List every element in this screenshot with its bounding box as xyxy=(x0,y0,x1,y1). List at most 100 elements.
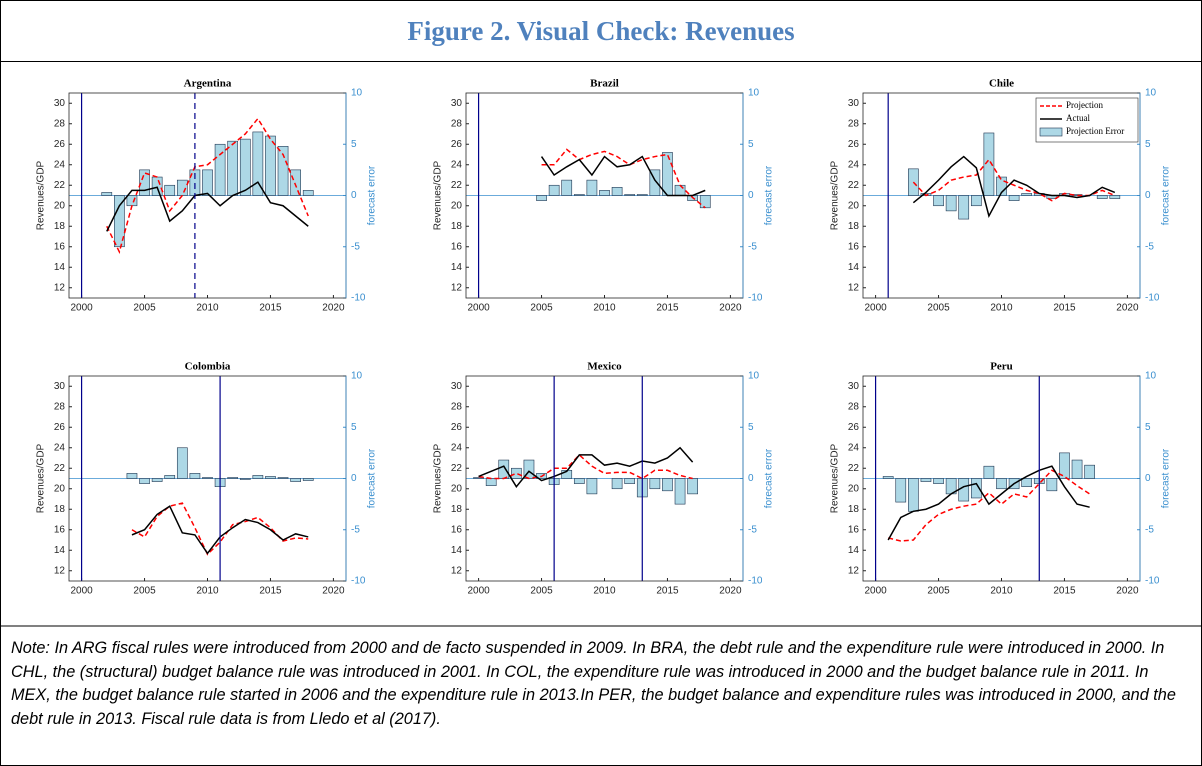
error-bar xyxy=(139,478,150,484)
y2-tick-label: 10 xyxy=(748,88,760,99)
error-bar xyxy=(599,190,610,196)
y-tick-label: 28 xyxy=(451,118,463,129)
y-tick-label: 26 xyxy=(451,422,463,433)
y-tick-label: 22 xyxy=(848,180,860,191)
y2-tick-label: 5 xyxy=(1145,422,1151,433)
y2-tick-label: -5 xyxy=(748,241,757,252)
y2-axis-label: forecast error xyxy=(367,448,378,508)
y2-tick-label: 5 xyxy=(1145,139,1151,150)
figure-title: Figure 2. Visual Check: Revenues xyxy=(1,1,1201,62)
y-tick-label: 14 xyxy=(451,262,463,273)
y-axis-label: Revenues/GDP xyxy=(830,443,841,513)
error-bar xyxy=(674,478,686,505)
y-tick-label: 26 xyxy=(848,422,860,433)
y-tick-label: 26 xyxy=(54,139,66,150)
error-bar xyxy=(202,477,213,479)
error-bar xyxy=(674,184,686,196)
panel-title: Mexico xyxy=(587,361,622,373)
error-bar xyxy=(611,187,623,196)
legend-label: Projection xyxy=(1066,100,1103,110)
y2-tick-label: 0 xyxy=(748,473,754,484)
x-tick-label: 2005 xyxy=(927,586,950,597)
actual-line xyxy=(540,155,706,197)
y2-axis-label: forecast error xyxy=(764,448,775,508)
error-bar xyxy=(573,194,585,196)
x-tick-label: 2020 xyxy=(1116,586,1139,597)
x-tick-label: 2015 xyxy=(259,303,282,314)
error-bar xyxy=(933,195,944,207)
error-bar xyxy=(151,176,163,196)
y-tick-label: 24 xyxy=(54,442,66,453)
error-bar xyxy=(1021,193,1033,196)
error-bar xyxy=(1084,464,1095,479)
x-tick-label: 2000 xyxy=(467,586,490,597)
error-bar xyxy=(126,473,138,479)
x-tick-label: 2015 xyxy=(259,586,282,597)
y-tick-label: 14 xyxy=(451,545,463,556)
panel-title: Colombia xyxy=(185,361,231,373)
x-tick-label: 2000 xyxy=(467,303,490,314)
y2-axis-label: forecast error xyxy=(764,165,775,225)
error-bar xyxy=(586,179,598,196)
x-tick-label: 2010 xyxy=(196,586,219,597)
error-bar xyxy=(882,476,894,479)
y-tick-label: 18 xyxy=(848,221,860,232)
y-tick-label: 28 xyxy=(451,401,463,412)
y-tick-label: 24 xyxy=(848,442,860,453)
error-bar xyxy=(239,478,251,480)
y-tick-label: 30 xyxy=(54,381,66,392)
error-bar xyxy=(239,138,251,196)
y-tick-label: 26 xyxy=(848,139,860,150)
error-bar xyxy=(958,195,970,220)
y-tick-label: 24 xyxy=(451,159,463,170)
y-tick-label: 18 xyxy=(54,221,66,232)
error-bar xyxy=(662,478,673,492)
x-tick-label: 2005 xyxy=(530,586,553,597)
y-tick-label: 12 xyxy=(54,565,66,576)
error-bar xyxy=(573,478,585,484)
y-tick-label: 16 xyxy=(848,524,860,535)
y2-tick-label: 5 xyxy=(748,139,754,150)
error-bar xyxy=(687,478,698,495)
x-tick-label: 2015 xyxy=(1053,586,1076,597)
x-tick-label: 2020 xyxy=(322,586,345,597)
y2-axis-label: forecast error xyxy=(1161,165,1172,225)
y2-tick-label: 0 xyxy=(351,473,357,484)
panel-title: Brazil xyxy=(590,78,619,90)
y2-tick-label: 0 xyxy=(1145,190,1151,201)
error-bar xyxy=(933,478,944,484)
y-tick-label: 28 xyxy=(54,401,66,412)
y2-tick-label: -5 xyxy=(351,524,360,535)
y2-tick-label: -10 xyxy=(748,293,763,304)
error-bar xyxy=(1059,452,1070,479)
error-bar xyxy=(611,478,623,490)
y2-tick-label: 0 xyxy=(1145,473,1151,484)
y2-tick-label: -5 xyxy=(748,524,757,535)
y2-tick-label: -10 xyxy=(748,576,763,587)
y2-tick-label: -5 xyxy=(351,241,360,252)
error-bar xyxy=(536,195,547,201)
x-tick-label: 2020 xyxy=(719,586,742,597)
error-bar xyxy=(662,152,673,196)
error-bar xyxy=(252,131,264,196)
projection-line xyxy=(541,148,706,209)
y2-tick-label: 10 xyxy=(1145,371,1157,382)
error-bar xyxy=(214,143,226,196)
y-tick-label: 14 xyxy=(54,262,66,273)
y-tick-label: 20 xyxy=(54,483,66,494)
x-tick-label: 2010 xyxy=(990,303,1013,314)
projection-line xyxy=(106,117,309,254)
error-bar xyxy=(996,176,1007,196)
error-bar xyxy=(548,184,560,196)
y-tick-label: 20 xyxy=(451,483,463,494)
y-tick-label: 16 xyxy=(54,241,66,252)
y-tick-label: 22 xyxy=(54,463,66,474)
y-tick-label: 16 xyxy=(451,524,463,535)
x-tick-label: 2000 xyxy=(864,303,887,314)
y-tick-label: 16 xyxy=(451,241,463,252)
x-tick-label: 2010 xyxy=(990,586,1013,597)
error-bar xyxy=(624,194,636,196)
y-tick-label: 14 xyxy=(848,545,860,556)
y-tick-label: 26 xyxy=(54,422,66,433)
